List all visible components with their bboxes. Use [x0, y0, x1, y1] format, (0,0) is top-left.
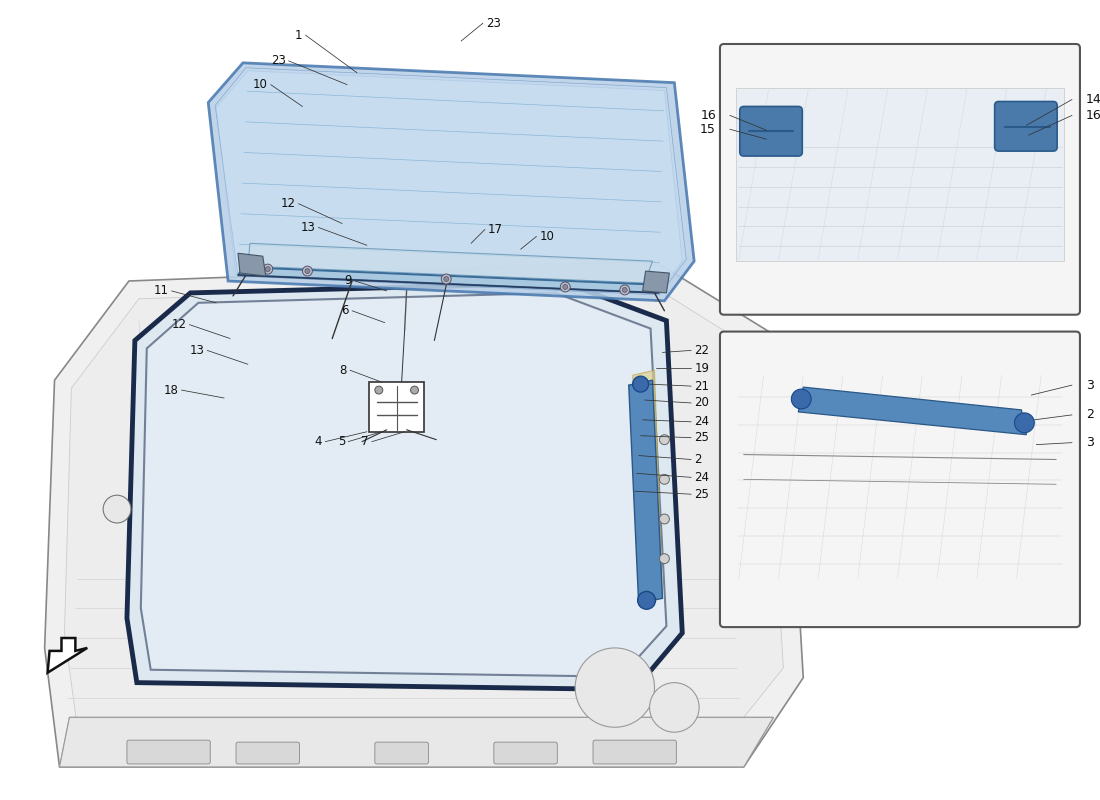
Text: 11: 11 — [154, 285, 168, 298]
Polygon shape — [126, 283, 682, 690]
Polygon shape — [59, 718, 773, 767]
Circle shape — [623, 287, 627, 293]
Circle shape — [638, 591, 656, 610]
Text: 25: 25 — [694, 488, 710, 501]
Text: 23: 23 — [486, 17, 500, 30]
Text: 9: 9 — [344, 274, 352, 287]
Polygon shape — [145, 299, 660, 672]
Polygon shape — [248, 243, 652, 283]
Circle shape — [660, 554, 670, 564]
Circle shape — [632, 376, 649, 392]
Text: 15: 15 — [700, 122, 716, 136]
Polygon shape — [217, 70, 682, 293]
Polygon shape — [238, 267, 664, 293]
Text: 12: 12 — [172, 318, 186, 331]
FancyBboxPatch shape — [494, 742, 558, 764]
Circle shape — [302, 266, 312, 276]
Circle shape — [791, 389, 811, 409]
Polygon shape — [368, 382, 425, 432]
Polygon shape — [642, 271, 670, 293]
Text: 4: 4 — [315, 435, 322, 448]
FancyBboxPatch shape — [994, 102, 1057, 151]
Text: 6: 6 — [342, 304, 349, 318]
Text: eurospares: eurospares — [148, 445, 605, 514]
FancyBboxPatch shape — [720, 331, 1080, 627]
Circle shape — [660, 514, 670, 524]
Circle shape — [410, 386, 418, 394]
Circle shape — [443, 277, 449, 282]
Text: 12: 12 — [280, 197, 296, 210]
Polygon shape — [45, 261, 803, 767]
Polygon shape — [59, 718, 773, 767]
Circle shape — [305, 269, 310, 274]
Text: 8: 8 — [340, 364, 348, 377]
FancyBboxPatch shape — [720, 44, 1080, 314]
Polygon shape — [799, 387, 1026, 434]
Circle shape — [375, 386, 383, 394]
Text: 24: 24 — [694, 415, 710, 428]
Text: 24: 24 — [694, 471, 710, 484]
FancyBboxPatch shape — [375, 742, 428, 764]
Polygon shape — [632, 370, 662, 598]
Text: 2: 2 — [1086, 408, 1093, 422]
Text: a parts paradise: a parts paradise — [197, 549, 477, 578]
Polygon shape — [65, 281, 783, 742]
Polygon shape — [238, 254, 266, 276]
Text: Soluzione superata: Soluzione superata — [836, 595, 964, 608]
FancyBboxPatch shape — [126, 740, 210, 764]
Text: 16: 16 — [1086, 109, 1100, 122]
Circle shape — [103, 495, 131, 523]
Polygon shape — [216, 68, 686, 295]
Text: 3: 3 — [1086, 378, 1093, 392]
FancyBboxPatch shape — [740, 106, 802, 156]
Text: 13: 13 — [300, 221, 316, 234]
Text: 17: 17 — [488, 223, 503, 236]
Text: 3: 3 — [1086, 436, 1093, 449]
Circle shape — [560, 282, 570, 292]
Circle shape — [660, 474, 670, 484]
Text: 5: 5 — [338, 435, 345, 448]
Circle shape — [563, 285, 568, 290]
Circle shape — [441, 274, 451, 284]
Circle shape — [1014, 413, 1034, 433]
Text: 13: 13 — [189, 344, 205, 357]
Text: 14: 14 — [1086, 93, 1100, 106]
Circle shape — [263, 264, 273, 274]
Text: 7: 7 — [362, 435, 369, 448]
Text: 2: 2 — [694, 453, 702, 466]
Polygon shape — [736, 88, 1064, 261]
Text: 25: 25 — [694, 431, 710, 444]
Polygon shape — [141, 293, 667, 677]
Text: Old solution: Old solution — [860, 606, 939, 620]
Circle shape — [619, 285, 629, 295]
Text: 1: 1 — [295, 29, 302, 42]
Text: Soluzione superata: Soluzione superata — [836, 282, 964, 295]
Text: 21: 21 — [694, 380, 710, 393]
Text: 10: 10 — [253, 78, 267, 91]
Polygon shape — [208, 63, 694, 301]
Circle shape — [265, 266, 271, 271]
FancyBboxPatch shape — [593, 740, 676, 764]
Text: 22: 22 — [694, 344, 710, 357]
FancyBboxPatch shape — [236, 742, 299, 764]
Polygon shape — [629, 380, 662, 603]
Text: 23: 23 — [271, 54, 286, 67]
Circle shape — [650, 682, 700, 732]
Text: 16: 16 — [701, 109, 716, 122]
Circle shape — [660, 434, 670, 445]
Text: Old solution: Old solution — [860, 294, 939, 307]
Text: 10: 10 — [539, 230, 554, 243]
Polygon shape — [47, 638, 87, 673]
Text: 18: 18 — [164, 383, 178, 397]
Text: 19: 19 — [694, 362, 710, 374]
Circle shape — [575, 648, 654, 727]
Text: 20: 20 — [694, 397, 710, 410]
